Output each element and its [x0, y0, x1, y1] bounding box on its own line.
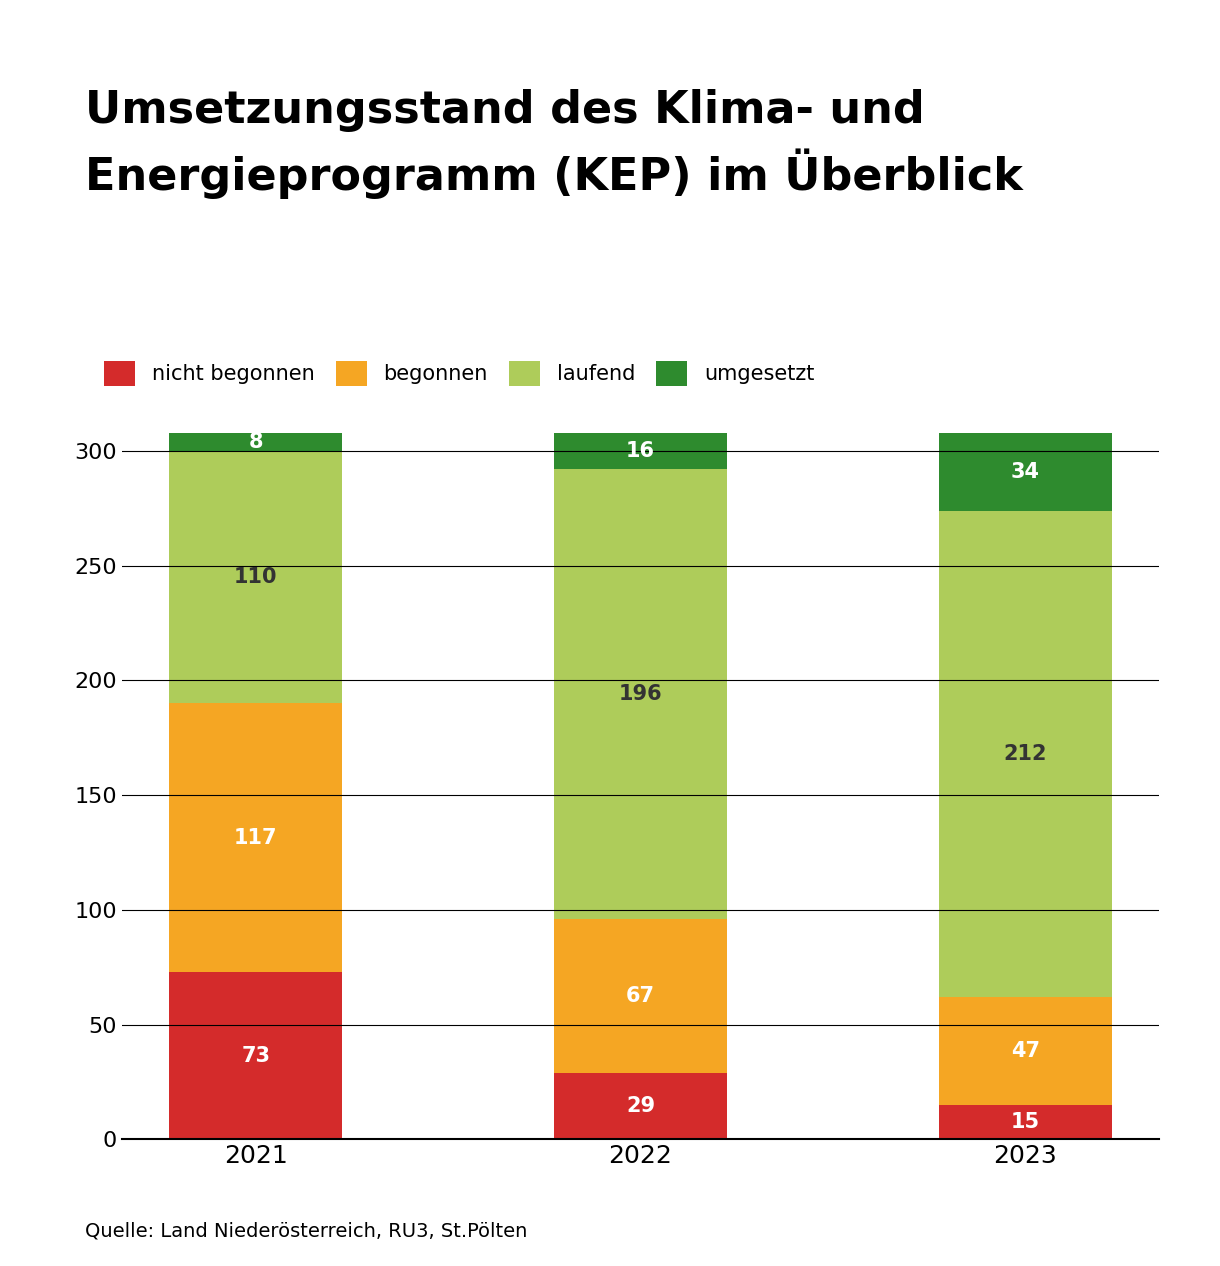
Text: Umsetzungsstand des Klima- und
Energieprogramm (KEP) im Überblick: Umsetzungsstand des Klima- und Energiepr… — [85, 89, 1024, 199]
Text: 15: 15 — [1010, 1113, 1039, 1132]
Bar — [554, 433, 727, 470]
Bar — [554, 919, 727, 1072]
Bar — [554, 470, 727, 919]
Text: 47: 47 — [1011, 1041, 1039, 1061]
Text: 67: 67 — [626, 986, 655, 1006]
Text: 117: 117 — [234, 828, 277, 848]
Bar — [170, 433, 343, 451]
Text: 73: 73 — [242, 1046, 270, 1066]
Bar — [170, 972, 343, 1139]
Text: 29: 29 — [626, 1096, 655, 1117]
Legend: nicht begonnen, begonnen, laufend, umgesetzt: nicht begonnen, begonnen, laufend, umges… — [96, 352, 822, 394]
Text: 212: 212 — [1004, 744, 1047, 763]
Text: 8: 8 — [249, 432, 264, 452]
Text: Quelle: Land Niederösterreich, RU3, St.Pölten: Quelle: Land Niederösterreich, RU3, St.P… — [85, 1222, 528, 1241]
Text: 196: 196 — [619, 684, 662, 704]
Bar — [554, 1072, 727, 1139]
Bar — [938, 1105, 1111, 1139]
Bar — [938, 433, 1111, 510]
Bar — [938, 998, 1111, 1105]
Text: 34: 34 — [1011, 462, 1039, 481]
Bar — [938, 510, 1111, 998]
Text: 110: 110 — [234, 567, 277, 587]
Text: 16: 16 — [626, 441, 655, 461]
Bar — [170, 704, 343, 972]
Bar — [170, 451, 343, 704]
